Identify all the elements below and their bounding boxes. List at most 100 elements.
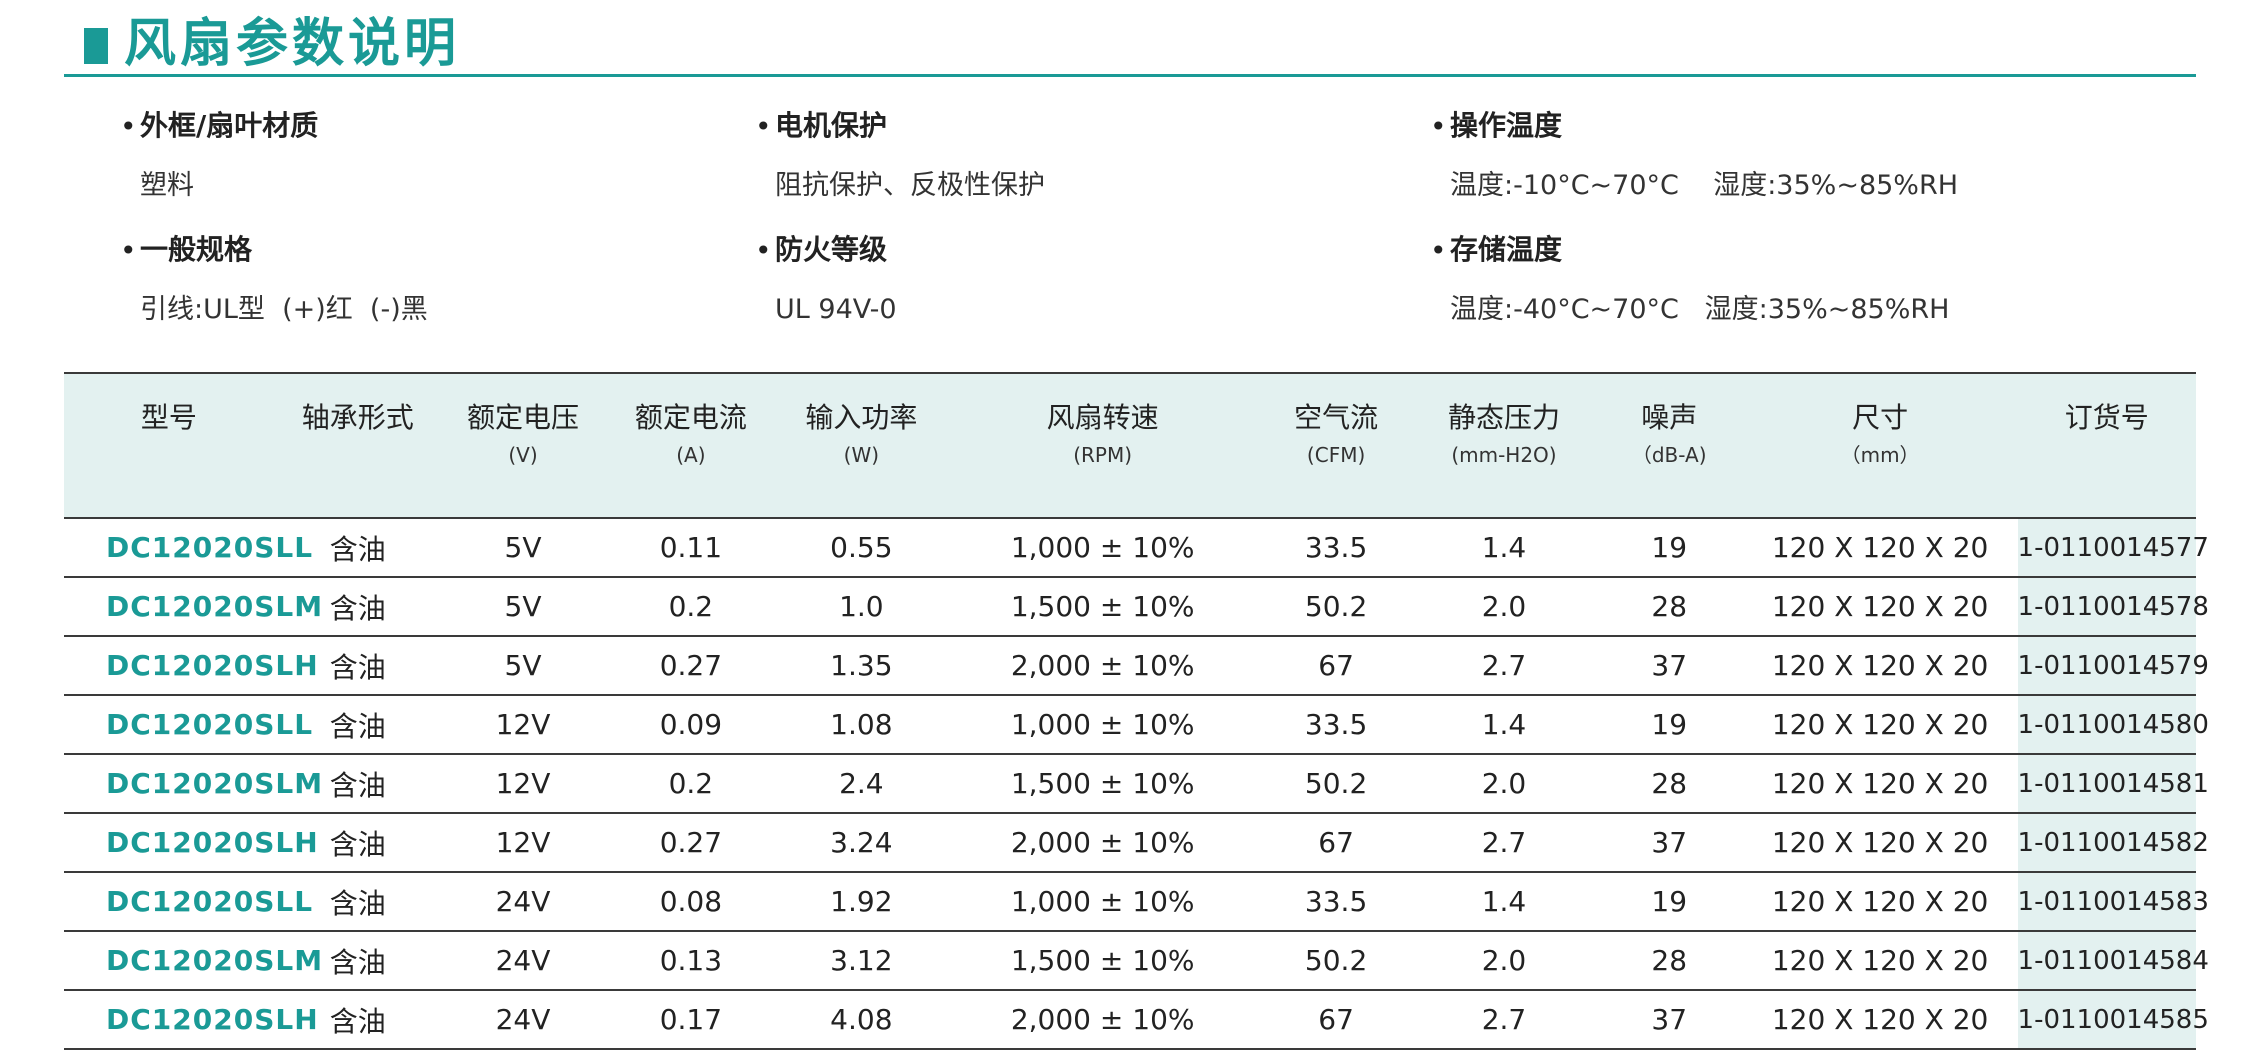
cell-bearing: 含油: [273, 990, 442, 1050]
cell-speed: 2,000 ± 10%: [945, 990, 1261, 1050]
cell-noise: 37: [1595, 636, 1743, 696]
cell-size: 120 X 120 X 20: [1742, 813, 2018, 873]
page-title: 风扇参数说明: [124, 14, 461, 74]
title-divider: [64, 74, 2196, 77]
cell-current: 0.17: [604, 990, 778, 1050]
cell-speed: 1,000 ± 10%: [945, 872, 1261, 932]
cell-size: 120 X 120 X 20: [1742, 695, 2018, 755]
cell-size: 120 X 120 X 20: [1742, 518, 2018, 578]
table-row: DC12020SLM 含油 12V 0.2 2.4 1,500 ± 10% 50.2 2.0 2…: [64, 754, 2209, 814]
spec-general: • 一般规格 引线:UL型 (+)红 (-)黑: [120, 230, 428, 330]
cell-order-number: 1-0110014582: [2017, 813, 2209, 873]
bullet-icon: •: [120, 234, 137, 267]
column-header-pressure: 静态压力 (mm-H2O): [1412, 372, 1596, 519]
cell-order-number: 1-0110014583: [2017, 872, 2209, 932]
spec-storage-temp: • 存储温度 温度:-40°C~70°C 湿度:35%~85%RH: [1430, 230, 1950, 330]
cell-noise: 37: [1595, 990, 1743, 1050]
cell-bearing: 含油: [273, 813, 442, 873]
cell-model: DC12020SLL: [64, 695, 312, 755]
column-header-model: 型号: [64, 372, 274, 519]
cell-speed: 1,000 ± 10%: [945, 518, 1261, 578]
cell-airflow: 67: [1260, 990, 1413, 1050]
cell-bearing: 含油: [273, 872, 442, 932]
cell-bearing: 含油: [273, 577, 442, 637]
cell-bearing: 含油: [273, 754, 442, 814]
table-row: DC12020SLL 含油 24V 0.08 1.92 1,000 ± 10% 33.5 1.…: [64, 872, 2209, 932]
cell-current: 0.09: [604, 695, 778, 755]
cell-speed: 2,000 ± 10%: [945, 636, 1261, 696]
spec-label: 外框/扇叶材质: [140, 109, 319, 142]
cell-size: 120 X 120 X 20: [1742, 636, 2018, 696]
cell-size: 120 X 120 X 20: [1742, 754, 2018, 814]
cell-model: DC12020SLM: [64, 754, 322, 814]
cell-speed: 1,500 ± 10%: [945, 577, 1261, 637]
cell-size: 120 X 120 X 20: [1742, 872, 2018, 932]
cell-size: 120 X 120 X 20: [1742, 990, 2018, 1050]
cell-size: 120 X 120 X 20: [1742, 577, 2018, 637]
title-accent-bar: [84, 28, 108, 64]
cell-order-number: 1-0110014581: [2017, 754, 2209, 814]
cell-order-number: 1-0110014580: [2017, 695, 2209, 755]
cell-noise: 28: [1595, 577, 1743, 637]
cell-model: DC12020SLL: [64, 518, 312, 578]
cell-airflow: 33.5: [1260, 695, 1413, 755]
cell-airflow: 67: [1260, 636, 1413, 696]
cell-pressure: 2.0: [1412, 754, 1596, 814]
column-header-current: 额定电流 (A): [604, 372, 778, 519]
spec-value: 温度:-10°C~70°C 湿度:35%~85%RH: [1450, 170, 1959, 201]
cell-power: 3.24: [777, 813, 946, 873]
cell-airflow: 33.5: [1260, 518, 1413, 578]
cell-voltage: 24V: [441, 872, 605, 932]
spec-value: 塑料: [140, 170, 194, 201]
cell-voltage: 24V: [441, 931, 605, 991]
table-row: DC12020SLL 含油 5V 0.11 0.55 1,000 ± 10% 33.5 1.4…: [64, 518, 2209, 578]
cell-model: DC12020SLH: [64, 636, 318, 696]
cell-pressure: 2.7: [1412, 990, 1596, 1050]
cell-power: 2.4: [777, 754, 946, 814]
column-header-size: 尺寸 （mm）: [1742, 372, 2018, 519]
cell-current: 0.2: [604, 577, 778, 637]
table-header-row: 型号 轴承形式 额定电压 (V) 额定电流 (A) 输入功率 (W) 风扇转速 (RPM…: [64, 372, 2196, 519]
cell-order-number: 1-0110014579: [2017, 636, 2209, 696]
spec-label: 操作温度: [1450, 109, 1563, 142]
bullet-icon: •: [755, 234, 772, 267]
cell-power: 3.12: [777, 931, 946, 991]
spec-label: 存储温度: [1450, 233, 1563, 266]
spec-value: 阻抗保护、反极性保护: [775, 170, 1045, 201]
cell-speed: 2,000 ± 10%: [945, 813, 1261, 873]
column-header-noise: 噪声 （dB-A): [1595, 372, 1743, 519]
cell-model: DC12020SLH: [64, 990, 318, 1050]
cell-pressure: 1.4: [1412, 695, 1596, 755]
spec-label: 防火等级: [775, 233, 888, 266]
cell-power: 1.92: [777, 872, 946, 932]
cell-model: DC12020SLL: [64, 872, 312, 932]
cell-order-number: 1-0110014584: [2017, 931, 2209, 991]
cell-power: 1.08: [777, 695, 946, 755]
spec-operating-temp: • 操作温度 温度:-10°C~70°C 湿度:35%~85%RH: [1430, 106, 1959, 206]
cell-model: DC12020SLM: [64, 931, 322, 991]
cell-current: 0.13: [604, 931, 778, 991]
spec-value: 温度:-40°C~70°C 湿度:35%~85%RH: [1450, 294, 1950, 325]
cell-order-number: 1-0110014585: [2017, 990, 2209, 1050]
cell-voltage: 5V: [441, 518, 605, 578]
cell-noise: 19: [1595, 518, 1743, 578]
table-row: DC12020SLM 含油 5V 0.2 1.0 1,500 ± 10% 50.2 2.0 28…: [64, 577, 2209, 637]
cell-pressure: 1.4: [1412, 872, 1596, 932]
cell-voltage: 5V: [441, 577, 605, 637]
cell-speed: 1,500 ± 10%: [945, 931, 1261, 991]
cell-pressure: 2.7: [1412, 813, 1596, 873]
cell-current: 0.11: [604, 518, 778, 578]
cell-airflow: 33.5: [1260, 872, 1413, 932]
cell-order-number: 1-0110014577: [2017, 518, 2209, 578]
cell-power: 0.55: [777, 518, 946, 578]
cell-pressure: 2.0: [1412, 577, 1596, 637]
table-row: DC12020SLH 含油 12V 0.27 3.24 2,000 ± 10% 67 2.7 3…: [64, 813, 2209, 873]
cell-noise: 19: [1595, 872, 1743, 932]
cell-current: 0.2: [604, 754, 778, 814]
cell-bearing: 含油: [273, 695, 442, 755]
spec-value: UL 94V-0: [775, 294, 897, 325]
bullet-icon: •: [1430, 110, 1447, 143]
cell-bearing: 含油: [273, 931, 442, 991]
spec-fire-rating: • 防火等级 UL 94V-0: [755, 230, 897, 330]
spec-label: 一般规格: [140, 233, 253, 266]
